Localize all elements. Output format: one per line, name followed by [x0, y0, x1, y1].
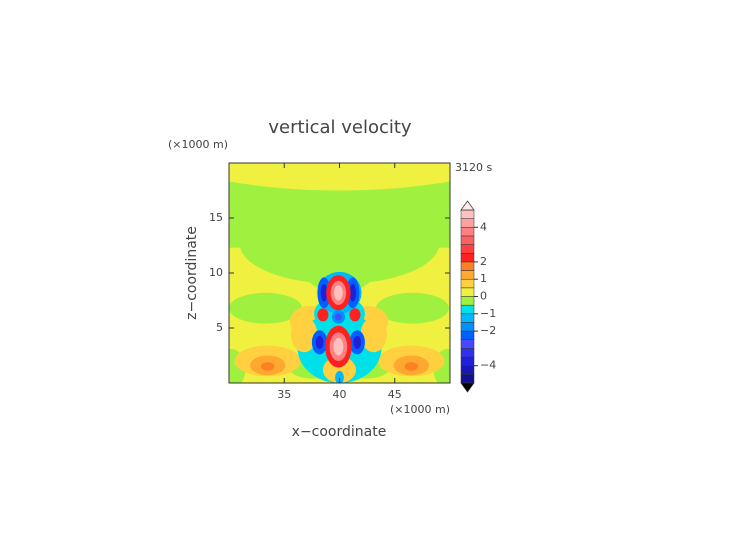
contour-region: [375, 292, 449, 324]
colorbar-band: [460, 278, 475, 289]
y-tick-label: 10: [209, 266, 223, 279]
axes: 35 40 45 5 10 15 −4 −2 −1 0 1 2 4: [209, 162, 496, 401]
colorbar-under: [460, 382, 475, 393]
contour-field: [229, 163, 450, 383]
colorbar-band: [460, 374, 475, 384]
contour-region: [333, 285, 343, 301]
contour-region: [317, 308, 329, 322]
colorbar-band: [460, 209, 475, 219]
y-unit: (×1000 m): [168, 138, 228, 151]
colorbar-band: [460, 261, 475, 271]
colorbar-band: [460, 348, 475, 358]
colorbar-tick-label: 4: [480, 220, 487, 233]
contour-region: [229, 163, 450, 191]
y-tick-label: 15: [209, 211, 223, 224]
y-axis-label: z−coordinate: [184, 226, 200, 320]
contour-region: [229, 292, 302, 324]
x-tick-label: 40: [333, 388, 347, 401]
colorbar-tick-label: 2: [480, 255, 487, 268]
colorbar-over: [460, 200, 475, 211]
contour-region: [320, 284, 328, 302]
colorbar-band: [460, 339, 475, 349]
colorbar-band: [460, 356, 475, 366]
colorbar-band: [460, 253, 475, 263]
contour-region: [404, 362, 418, 371]
contour-region: [335, 370, 344, 383]
colorbar-band: [460, 365, 475, 375]
colorbar-band: [460, 287, 475, 297]
x-tick-label: 45: [388, 388, 402, 401]
colorbar-band: [460, 330, 475, 341]
time-label: 3120 s: [455, 161, 492, 174]
contour-region: [240, 204, 439, 284]
contour-region: [335, 313, 342, 321]
colorbar-band: [460, 296, 475, 306]
colorbar-tick-label: −1: [480, 307, 496, 320]
x-axis-label: x−coordinate: [292, 424, 387, 440]
contour-region: [349, 308, 361, 322]
colorbar-band: [460, 304, 475, 315]
y-tick-label: 5: [216, 321, 223, 334]
contour-region: [360, 317, 388, 353]
x-unit: (×1000 m): [390, 403, 450, 416]
colorbar-band: [460, 244, 475, 254]
contour-region: [315, 335, 324, 349]
colorbar-band: [460, 227, 475, 237]
colorbar-tick-label: −4: [480, 359, 496, 372]
colorbar-tick-label: −2: [480, 324, 496, 337]
colorbar-band: [460, 322, 475, 332]
colorbar-tick-label: 0: [480, 290, 487, 303]
contour-region: [353, 335, 362, 349]
colorbar-band: [460, 235, 475, 245]
colorbar-band: [460, 270, 475, 280]
contour-region: [261, 362, 275, 371]
colorbar-band: [460, 218, 475, 228]
x-tick-label: 35: [277, 388, 291, 401]
contour-region: [349, 284, 357, 302]
chart-title: vertical velocity: [268, 117, 412, 138]
contour-region: [290, 317, 318, 353]
colorbar-band: [460, 313, 475, 323]
colorbar-tick-label: 1: [480, 272, 487, 285]
contour-region: [333, 337, 344, 356]
